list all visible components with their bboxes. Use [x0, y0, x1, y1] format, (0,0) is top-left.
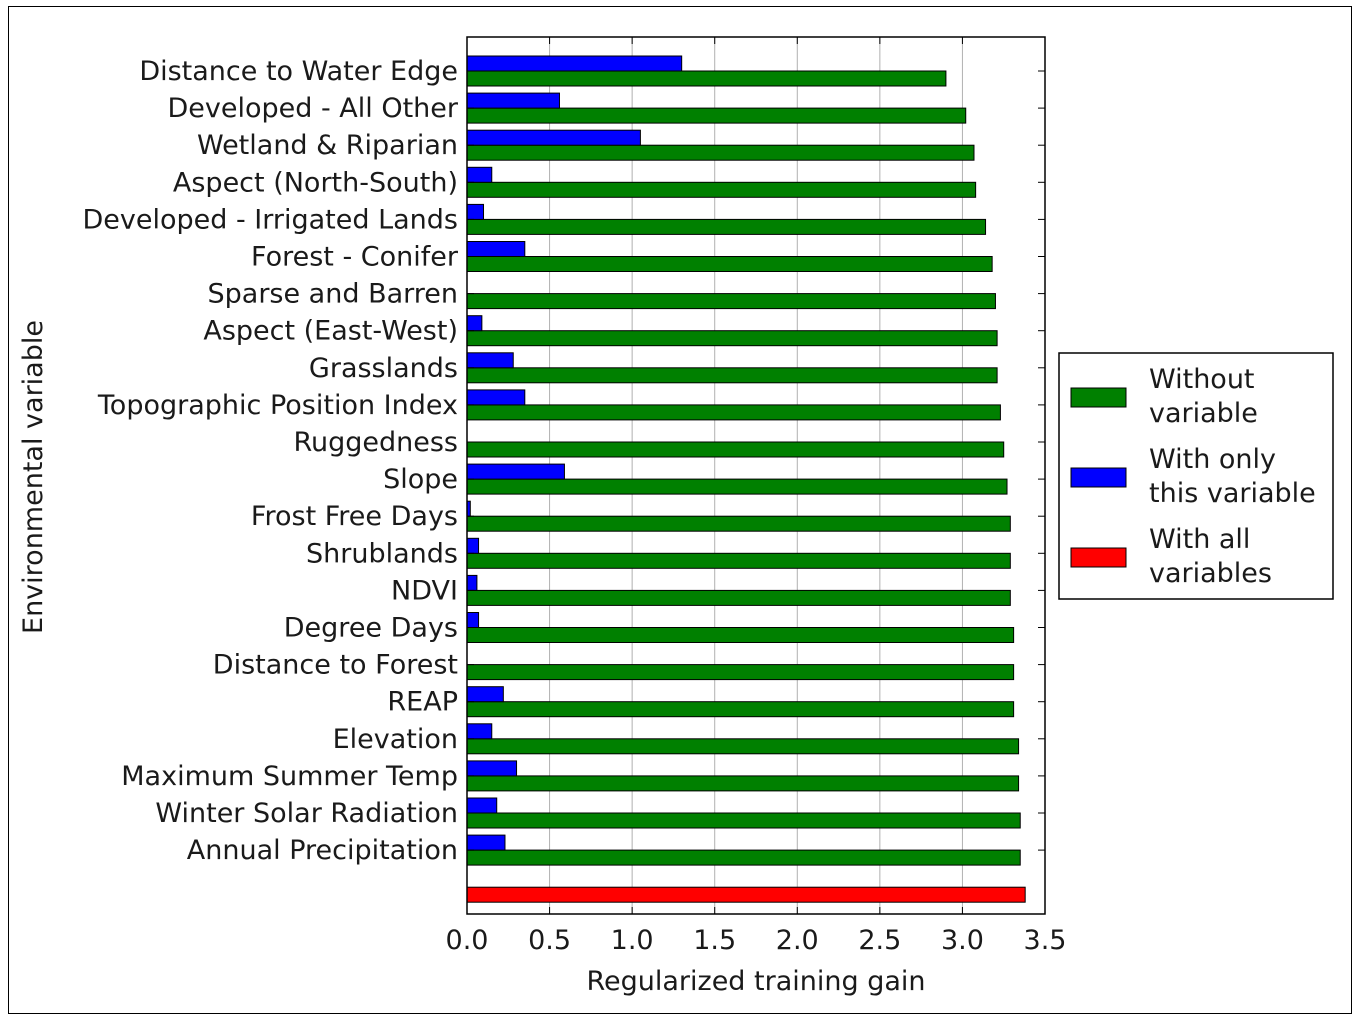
bar-without-variable [466, 515, 1011, 532]
bar-with-only-variable [466, 352, 514, 369]
bar-without-variable [466, 589, 1011, 606]
y-tick-label: Slope [383, 464, 458, 495]
bar-without-variable [466, 107, 967, 124]
x-tick-label: 0.5 [528, 925, 571, 956]
y-tick-label: Winter Solar Radiation [155, 798, 458, 829]
bar-with-only-variable [466, 834, 506, 851]
bar-without-variable [466, 256, 993, 272]
bar-without-variable [466, 849, 1021, 866]
legend-swatch [1070, 547, 1127, 568]
bar-without-variable [466, 812, 1021, 829]
legend-label: With only [1149, 444, 1276, 475]
y-tick-label: Sparse and Barren [208, 279, 459, 310]
bar-without-variable [466, 478, 1008, 495]
bar-with-only-variable [466, 241, 526, 257]
bar-with-only-variable [466, 55, 683, 72]
x-tick-label: 3.0 [941, 925, 984, 956]
bar-with-all-variables [466, 886, 1026, 903]
y-tick-label: Forest - Conifer [251, 242, 459, 273]
bar-without-variable [466, 181, 977, 198]
bar-with-only-variable [466, 797, 498, 814]
bar-with-only-variable [466, 723, 493, 740]
legend-swatch [1070, 467, 1127, 488]
y-axis-ticks: Distance to Water Edge Developed - All Ot… [82, 56, 1045, 866]
bar-with-only-variable [466, 203, 485, 220]
figure-frame: 0.0 0.5 1.0 1.5 2.0 2.5 3.0 3.5 Distance to Wat… [8, 6, 1352, 1014]
x-tick-label: 2.5 [858, 925, 901, 956]
y-tick-label: Aspect (East-West) [203, 316, 458, 347]
bar-without-variable [466, 738, 1020, 755]
legend-label: variable [1149, 398, 1258, 429]
y-tick-label: Wetland & Riparian [197, 130, 458, 161]
y-tick-label: Aspect (North-South) [173, 167, 458, 198]
bar-without-variable [466, 664, 1015, 681]
y-tick-label: Shrublands [306, 538, 458, 569]
bar-without-variable [466, 775, 1020, 792]
bar-without-variable [466, 144, 975, 161]
y-tick-label: Grasslands [309, 353, 458, 384]
legend-label: Without [1149, 364, 1255, 395]
bar-without-variable [466, 552, 1011, 569]
y-tick-label: Distance to Forest [213, 650, 458, 681]
bars [466, 55, 1026, 903]
legend-swatch [1070, 387, 1127, 408]
bar-without-variable [466, 70, 947, 87]
y-tick-label: NDVI [391, 575, 458, 606]
x-tick-label: 3.5 [1024, 925, 1067, 956]
bar-with-only-variable [466, 760, 518, 777]
y-axis-label: Environmental variable [18, 320, 49, 634]
x-tick-label: 0.0 [446, 925, 489, 956]
bar-without-variable [466, 293, 996, 310]
bar-with-only-variable [466, 315, 483, 332]
y-tick-label: REAP [387, 687, 458, 718]
y-tick-label: Annual Precipitation [187, 835, 458, 866]
bar-with-only-variable [466, 612, 480, 628]
plot-area [466, 36, 1046, 915]
y-tick-label: Developed - All Other [167, 93, 458, 124]
x-axis-label: Regularized training gain [586, 966, 925, 997]
bar-without-variable [466, 627, 1015, 643]
legend-label: this variable [1149, 478, 1316, 509]
bar-without-variable [466, 367, 998, 384]
bar-chart: 0.0 0.5 1.0 1.5 2.0 2.5 3.0 3.5 Distance to Wat… [18, 36, 1334, 997]
bar-without-variable [466, 441, 1005, 458]
bar-with-only-variable [466, 166, 493, 183]
x-axis-ticks: 0.0 0.5 1.0 1.5 2.0 2.5 3.0 3.5 [446, 37, 1067, 956]
bar-with-only-variable [466, 92, 560, 109]
bar-with-only-variable [466, 574, 478, 591]
bar-with-only-variable [466, 463, 565, 480]
y-tick-label: Maximum Summer Temp [121, 761, 458, 792]
y-tick-label: Developed - Irrigated Lands [82, 204, 458, 235]
bar-without-variable [466, 404, 1001, 421]
y-tick-label: Elevation [333, 724, 458, 755]
bar-without-variable [466, 701, 1015, 718]
y-tick-label: Distance to Water Edge [139, 56, 458, 87]
bar-without-variable [466, 218, 987, 235]
legend-label: With all [1149, 524, 1250, 555]
y-tick-label: Topographic Position Index [97, 390, 458, 421]
x-tick-label: 1.0 [611, 925, 654, 956]
y-tick-label: Frost Free Days [251, 501, 458, 532]
bar-with-only-variable [466, 129, 641, 146]
bar-with-only-variable [466, 537, 480, 554]
bar-with-only-variable [466, 686, 504, 703]
bar-without-variable [466, 330, 998, 347]
x-tick-label: 2.0 [776, 925, 819, 956]
x-tick-label: 1.5 [693, 925, 736, 956]
bar-with-only-variable [466, 389, 526, 406]
y-tick-label: Ruggedness [293, 427, 458, 458]
y-tick-label: Degree Days [284, 613, 458, 644]
legend-label: variables [1149, 558, 1272, 589]
